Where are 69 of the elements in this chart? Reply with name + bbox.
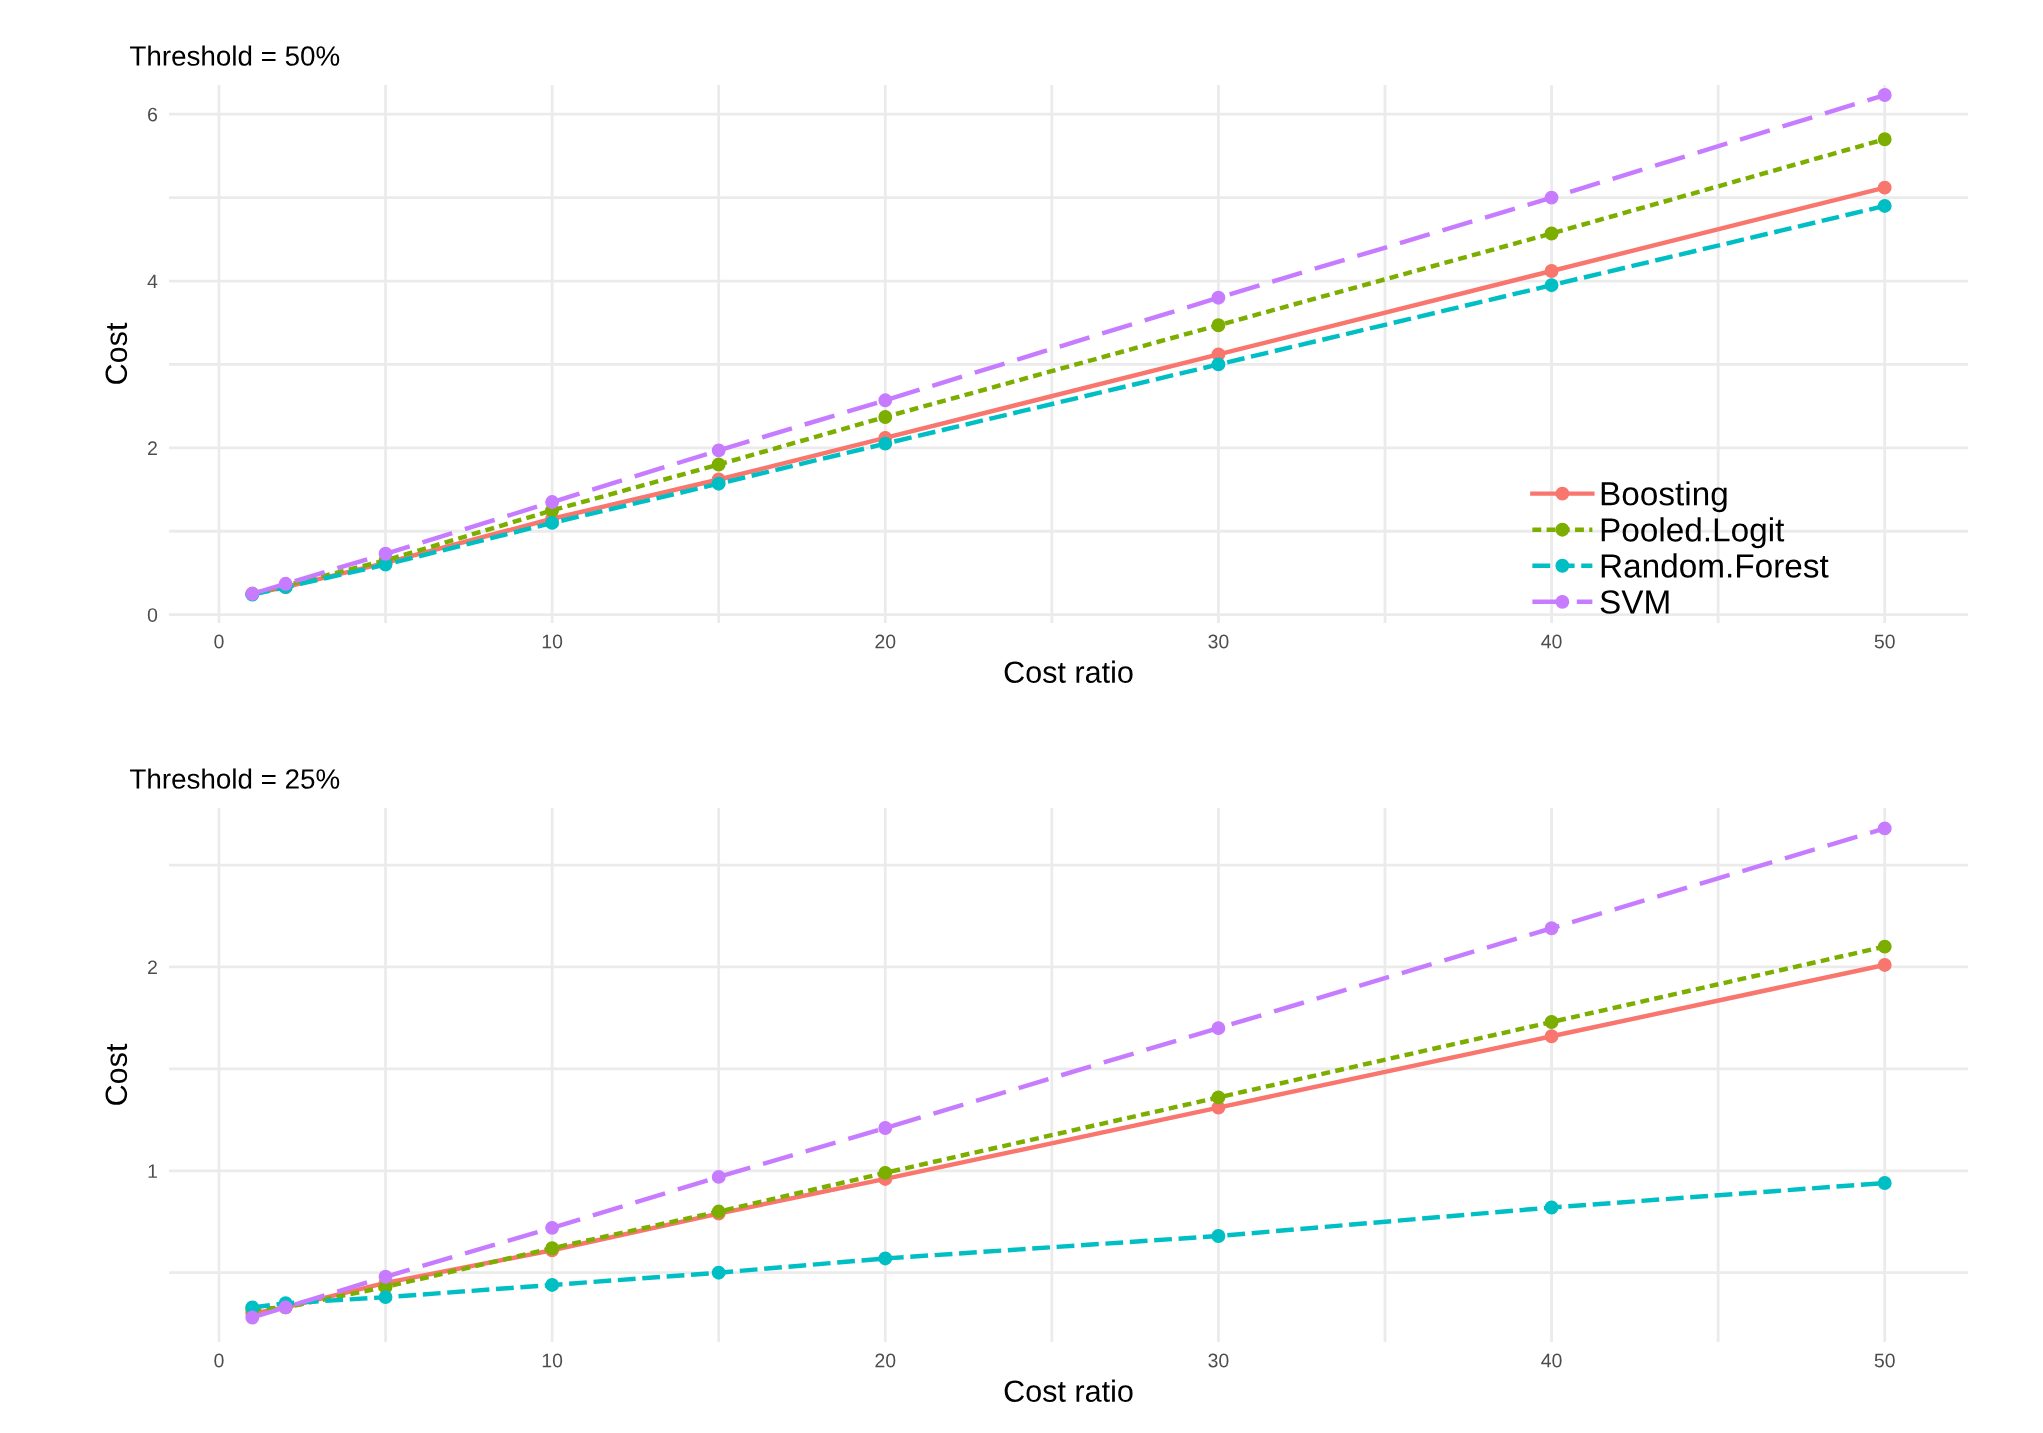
point bbox=[878, 410, 893, 424]
x-tick-label: 40 bbox=[1541, 634, 1562, 649]
y-tick-label: 2 bbox=[148, 960, 157, 975]
point bbox=[1877, 199, 1892, 213]
x-tick-label: 0 bbox=[214, 634, 224, 649]
point bbox=[711, 476, 726, 491]
legend-label: SVM bbox=[1600, 590, 1669, 614]
x-tick-label: 20 bbox=[875, 634, 896, 649]
point bbox=[378, 546, 393, 561]
x-tick-label: 0 bbox=[214, 1353, 224, 1368]
point bbox=[378, 1290, 393, 1305]
point bbox=[878, 1251, 893, 1266]
point bbox=[1544, 1015, 1559, 1029]
point bbox=[245, 1310, 260, 1325]
point bbox=[545, 495, 560, 509]
point bbox=[1544, 264, 1559, 278]
point bbox=[878, 436, 893, 451]
point bbox=[1877, 939, 1892, 954]
y-tick-label: 4 bbox=[147, 274, 158, 289]
point bbox=[1877, 1176, 1892, 1190]
x-tick-label: 30 bbox=[1208, 634, 1229, 649]
point bbox=[1211, 1229, 1226, 1243]
legend-label: Random.Forest bbox=[1601, 553, 1829, 578]
point bbox=[1211, 318, 1226, 333]
x-axis-title: Cost ratio bbox=[1004, 1379, 1133, 1403]
x-axis-title: Cost ratio bbox=[1004, 660, 1133, 684]
point bbox=[878, 1165, 893, 1180]
point bbox=[545, 515, 560, 530]
x-tick-label: 30 bbox=[1208, 1353, 1229, 1368]
point bbox=[1544, 278, 1559, 293]
x-tick-label: 20 bbox=[875, 1353, 896, 1368]
point bbox=[1877, 180, 1892, 195]
point bbox=[1544, 226, 1559, 241]
legend-label: Pooled.Logit bbox=[1601, 517, 1785, 549]
point bbox=[545, 1220, 560, 1235]
point bbox=[711, 443, 726, 458]
y-axis-title: Cost bbox=[105, 322, 128, 384]
y-tick-label: 0 bbox=[147, 608, 158, 622]
point bbox=[711, 1265, 726, 1280]
x-tick-label: 50 bbox=[1874, 634, 1895, 649]
point bbox=[711, 1169, 726, 1184]
point bbox=[1877, 132, 1892, 147]
point bbox=[1544, 1029, 1559, 1044]
y-tick-label: 2 bbox=[148, 441, 157, 455]
point bbox=[545, 1277, 560, 1292]
point bbox=[711, 457, 726, 472]
y-axis-title: Cost bbox=[105, 1043, 128, 1105]
legend-label: Boosting bbox=[1601, 481, 1727, 513]
point bbox=[1211, 357, 1226, 372]
point bbox=[1211, 1090, 1226, 1105]
chart-title: Threshold = 50% bbox=[130, 45, 340, 66]
point bbox=[1877, 821, 1892, 836]
x-tick-label: 10 bbox=[542, 1353, 563, 1368]
chart-title: Threshold = 25% bbox=[130, 768, 340, 789]
point bbox=[1544, 1200, 1559, 1215]
x-tick-label: 50 bbox=[1874, 1353, 1895, 1368]
point bbox=[878, 1121, 893, 1135]
x-tick-label: 40 bbox=[1541, 1353, 1562, 1368]
point bbox=[1877, 957, 1892, 972]
point bbox=[878, 393, 893, 408]
point bbox=[1544, 921, 1559, 936]
y-tick-label: 1 bbox=[148, 1164, 157, 1178]
point bbox=[1211, 290, 1226, 305]
point bbox=[1211, 1021, 1226, 1036]
point bbox=[1544, 190, 1559, 205]
point bbox=[1877, 88, 1892, 102]
point bbox=[378, 1269, 393, 1284]
x-tick-label: 10 bbox=[542, 634, 563, 649]
y-tick-label: 6 bbox=[148, 107, 158, 122]
